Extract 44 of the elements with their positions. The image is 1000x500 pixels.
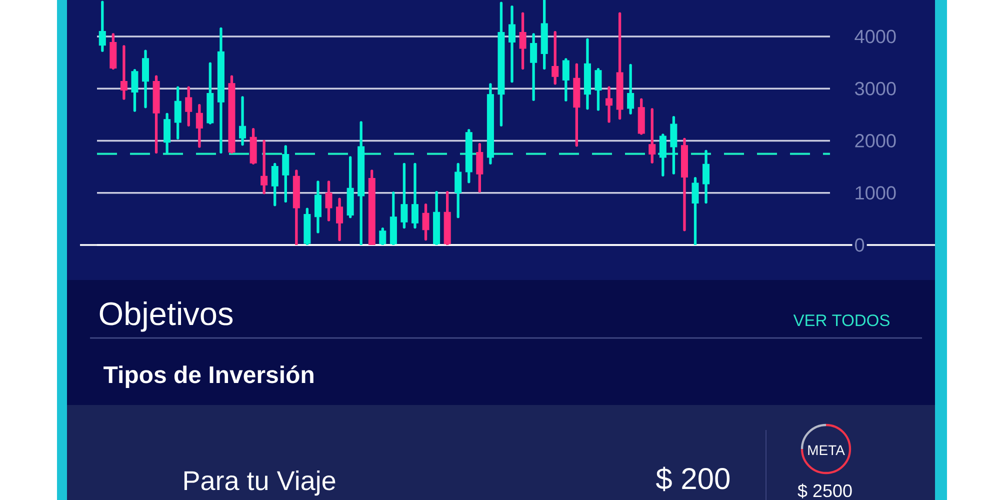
candlestick	[314, 180, 322, 234]
candlestick	[562, 58, 570, 102]
candlestick	[454, 162, 462, 218]
candlestick	[120, 45, 128, 100]
y-tick-label: 4000	[854, 30, 896, 44]
candlestick	[594, 68, 602, 111]
candlestick	[400, 162, 408, 229]
text: $ 2500	[798, 484, 852, 498]
candlestick	[98, 0, 106, 52]
candlestick	[702, 150, 710, 204]
candlestick	[530, 33, 538, 101]
candlestick	[411, 162, 418, 229]
candlestick	[336, 198, 344, 242]
candlestick	[185, 86, 192, 126]
text: Tipos de Inversión	[104, 365, 314, 388]
candlestick	[476, 143, 484, 193]
candlestick	[606, 86, 613, 123]
y-tick-label: 1000	[856, 186, 896, 200]
candlestick	[422, 204, 430, 241]
candlestick	[648, 108, 656, 164]
candlestick	[627, 64, 634, 114]
candlestick	[142, 50, 150, 108]
y-tick-label: 3000	[854, 82, 896, 96]
text: VER TODOS	[793, 314, 890, 326]
candlestick	[239, 96, 246, 146]
candlestick	[325, 180, 332, 222]
y-tick-label: 2000	[855, 134, 896, 148]
candlestick	[131, 69, 138, 112]
candlestick	[164, 112, 171, 154]
y-tick-label: 0	[855, 238, 864, 252]
candlestick	[519, 12, 526, 70]
text: Objetivos	[100, 301, 233, 332]
text: Para tu Viaje	[184, 470, 336, 496]
text: META	[808, 445, 845, 455]
candlestick	[670, 116, 678, 174]
candlestick	[271, 162, 278, 206]
candlestick	[508, 5, 516, 83]
candlestick	[260, 140, 268, 194]
candlestick	[196, 104, 203, 148]
candlestick	[552, 30, 559, 85]
text: $ 200	[656, 466, 730, 492]
candlestick	[659, 134, 666, 176]
candlestick	[282, 145, 290, 203]
candlestick	[174, 86, 182, 140]
